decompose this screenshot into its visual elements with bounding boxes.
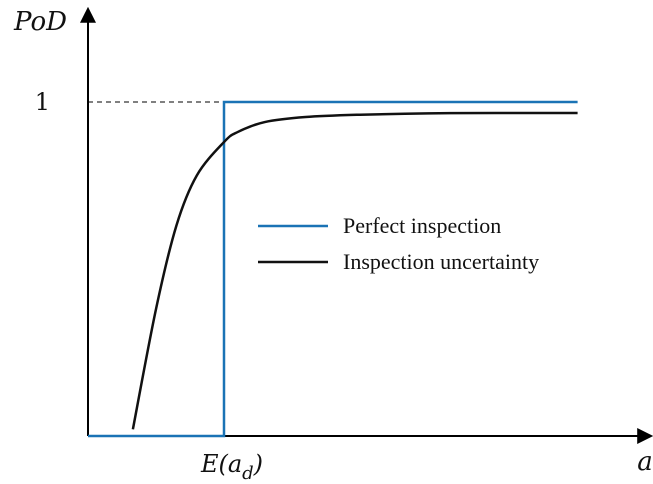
y-tick-label-1: 1: [35, 88, 50, 116]
series-layer: [88, 100, 578, 438]
legend-label-perfect: Perfect inspection: [343, 213, 501, 238]
x-axis-label: a: [637, 447, 653, 477]
series-line-perfect-inspection: [88, 100, 578, 438]
legend-label-uncertainty: Inspection uncertainty: [343, 249, 539, 274]
x-tick-label-ead: E(ad): [200, 450, 263, 484]
legend: Perfect inspection Inspection uncertaint…: [258, 213, 539, 274]
y-axis-label: PoD: [13, 7, 67, 37]
x-tick-close: ): [253, 450, 263, 478]
x-tick-subscript: d: [242, 463, 254, 484]
x-tick-main: E(a: [200, 450, 242, 478]
series-line-inspection-uncertainty: [131, 111, 578, 430]
